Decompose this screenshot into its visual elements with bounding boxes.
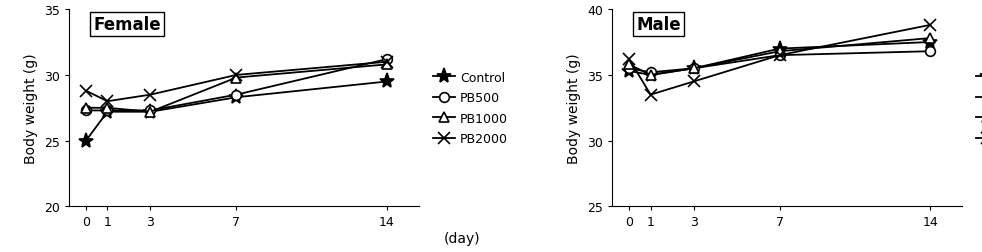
- PB2000: [101, 100, 113, 103]
- Control: [924, 41, 936, 44]
- PB2000: [774, 54, 786, 57]
- Control: [774, 48, 786, 51]
- PB2000: [81, 90, 92, 93]
- PB500: [81, 109, 92, 112]
- PB2000: [231, 74, 243, 77]
- PB1000: [624, 64, 635, 67]
- Control: [687, 68, 699, 71]
- Control: [101, 111, 113, 114]
- PB500: [774, 54, 786, 57]
- Control: [81, 140, 92, 143]
- PB1000: [101, 107, 113, 110]
- PB500: [687, 68, 699, 71]
- PB500: [381, 58, 393, 61]
- PB2000: [687, 81, 699, 84]
- PB2000: [381, 61, 393, 64]
- PB2000: [924, 24, 936, 27]
- PB1000: [381, 64, 393, 67]
- Legend: Control, PB500, PB1000, PB2000: Control, PB500, PB1000, PB2000: [429, 68, 512, 149]
- PB500: [924, 50, 936, 53]
- Line: PB500: PB500: [625, 47, 935, 78]
- PB1000: [144, 111, 156, 114]
- Line: PB1000: PB1000: [625, 34, 935, 80]
- Text: Male: Male: [636, 16, 682, 34]
- PB1000: [924, 37, 936, 40]
- Control: [231, 96, 243, 99]
- PB1000: [687, 68, 699, 71]
- PB500: [101, 109, 113, 112]
- Text: (day): (day): [444, 232, 481, 245]
- Line: PB500: PB500: [82, 55, 392, 116]
- PB1000: [645, 74, 657, 77]
- PB500: [231, 94, 243, 97]
- Line: Control: Control: [79, 75, 395, 149]
- PB500: [645, 72, 657, 75]
- PB500: [624, 68, 635, 71]
- PB1000: [774, 50, 786, 53]
- Y-axis label: Body weight (g): Body weight (g): [568, 53, 581, 164]
- Control: [645, 74, 657, 77]
- Line: PB2000: PB2000: [624, 20, 936, 101]
- Y-axis label: Body weight (g): Body weight (g): [25, 53, 38, 164]
- Line: PB1000: PB1000: [82, 60, 392, 117]
- PB2000: [624, 58, 635, 61]
- Line: PB2000: PB2000: [81, 57, 393, 107]
- Control: [381, 81, 393, 84]
- Text: Female: Female: [93, 16, 161, 34]
- PB2000: [144, 94, 156, 97]
- Line: Control: Control: [622, 35, 938, 83]
- PB1000: [231, 77, 243, 80]
- Control: [144, 111, 156, 114]
- Control: [624, 70, 635, 73]
- Legend: Control, PB500, PB1000, PB2000: Control, PB500, PB1000, PB2000: [972, 68, 982, 149]
- PB1000: [81, 107, 92, 110]
- PB500: [144, 109, 156, 112]
- PB2000: [645, 94, 657, 97]
